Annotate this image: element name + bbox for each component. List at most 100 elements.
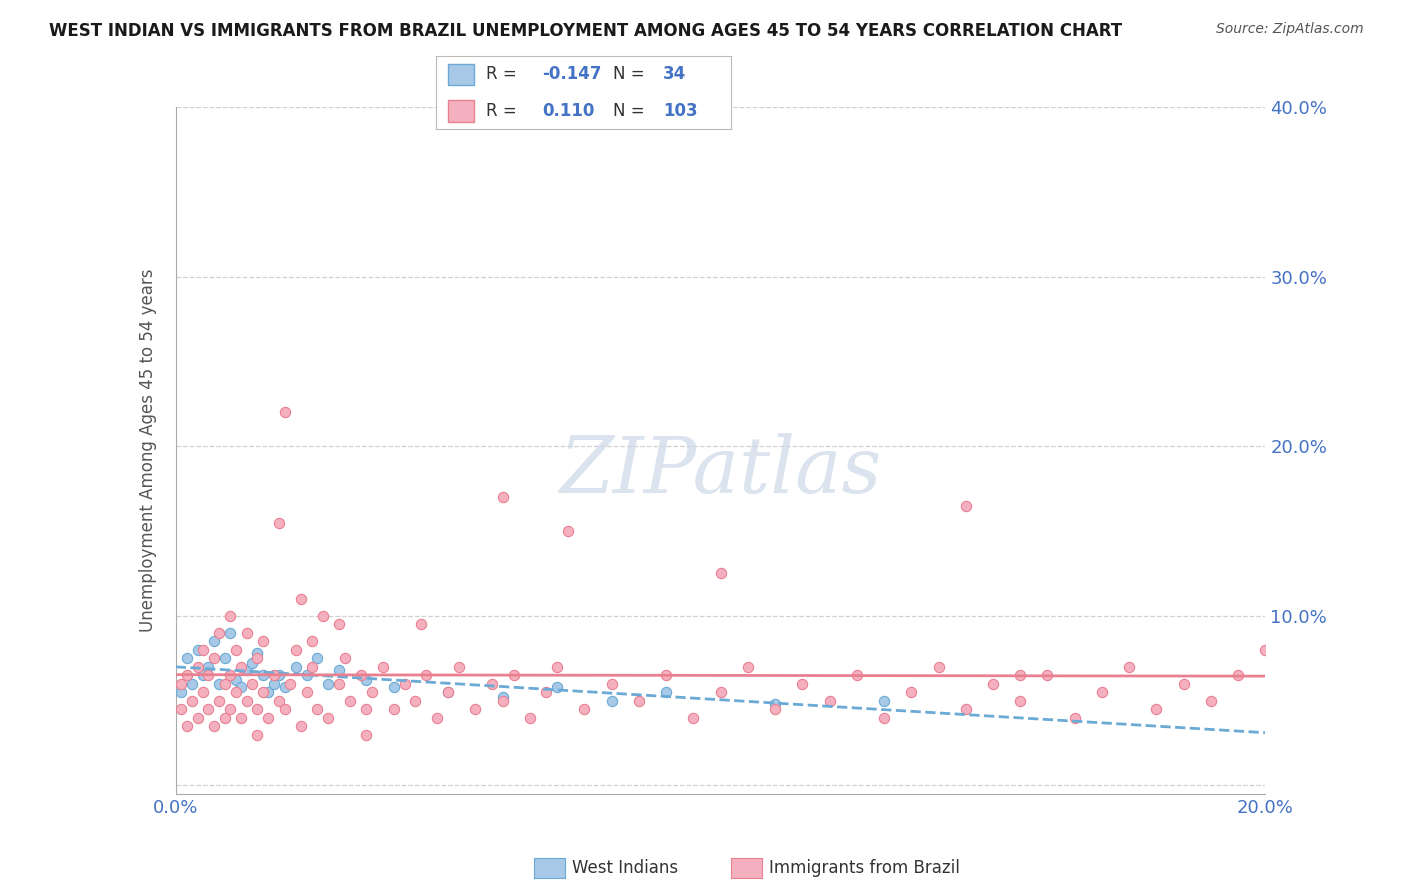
Text: Immigrants from Brazil: Immigrants from Brazil <box>769 859 960 877</box>
Text: West Indians: West Indians <box>572 859 678 877</box>
Point <box>274 680 297 694</box>
Point <box>600 693 623 707</box>
Point <box>763 702 786 716</box>
Point <box>1173 676 1195 690</box>
Point <box>290 719 312 733</box>
Point <box>405 693 427 707</box>
Point <box>928 659 950 673</box>
Point <box>873 710 896 724</box>
Point <box>176 719 198 733</box>
Point <box>231 710 253 724</box>
Point <box>356 673 378 688</box>
Point <box>546 659 568 673</box>
Point <box>900 685 922 699</box>
Point <box>231 659 253 673</box>
Point <box>301 659 323 673</box>
Point <box>176 668 198 682</box>
Point <box>318 676 340 690</box>
Point <box>333 651 356 665</box>
Point <box>181 693 204 707</box>
Point <box>208 693 231 707</box>
Point <box>208 625 231 640</box>
Text: WEST INDIAN VS IMMIGRANTS FROM BRAZIL UNEMPLOYMENT AMONG AGES 45 TO 54 YEARS COR: WEST INDIAN VS IMMIGRANTS FROM BRAZIL UN… <box>49 22 1122 40</box>
Point <box>574 702 596 716</box>
Point <box>246 646 269 660</box>
Bar <box>447 100 474 122</box>
Point <box>371 659 394 673</box>
Point <box>481 676 503 690</box>
Point <box>252 668 274 682</box>
Point <box>1254 642 1277 657</box>
Point <box>502 668 524 682</box>
Point <box>170 676 193 690</box>
Point <box>278 676 301 690</box>
Point <box>955 499 977 513</box>
Point <box>437 685 460 699</box>
Point <box>534 685 557 699</box>
Point <box>231 680 253 694</box>
Point <box>214 710 236 724</box>
Point <box>181 676 204 690</box>
Point <box>257 710 280 724</box>
Point <box>437 685 460 699</box>
Point <box>1036 668 1059 682</box>
Point <box>214 651 236 665</box>
Point <box>318 710 340 724</box>
Point <box>464 702 486 716</box>
Text: ZIPatlas: ZIPatlas <box>560 433 882 509</box>
Point <box>191 668 214 682</box>
Point <box>240 657 263 671</box>
Point <box>252 634 274 648</box>
Point <box>284 642 307 657</box>
Text: 34: 34 <box>664 65 686 84</box>
Point <box>191 642 214 657</box>
Point <box>627 693 650 707</box>
Point <box>301 634 323 648</box>
Point <box>186 659 209 673</box>
Point <box>225 642 247 657</box>
Point <box>415 668 437 682</box>
Point <box>981 676 1004 690</box>
Point <box>170 685 193 699</box>
Point <box>339 693 361 707</box>
Point <box>235 663 257 677</box>
Point <box>710 566 733 581</box>
Point <box>426 710 449 724</box>
Point <box>240 676 263 690</box>
Point <box>246 727 269 741</box>
Point <box>492 690 515 705</box>
Y-axis label: Unemployment Among Ages 45 to 54 years: Unemployment Among Ages 45 to 54 years <box>139 268 157 632</box>
Text: Source: ZipAtlas.com: Source: ZipAtlas.com <box>1216 22 1364 37</box>
Point <box>682 710 704 724</box>
Point <box>737 659 759 673</box>
Point <box>191 685 214 699</box>
Point <box>307 702 329 716</box>
Point <box>197 702 219 716</box>
Text: R =: R = <box>486 102 527 120</box>
Point <box>1091 685 1114 699</box>
Point <box>792 676 814 690</box>
Point <box>235 625 257 640</box>
Point <box>202 719 225 733</box>
Point <box>295 668 318 682</box>
Point <box>219 625 242 640</box>
Text: N =: N = <box>613 102 650 120</box>
Point <box>257 685 280 699</box>
Point <box>873 693 896 707</box>
Point <box>818 693 841 707</box>
Point <box>186 642 209 657</box>
Point <box>197 659 219 673</box>
Point <box>202 634 225 648</box>
Point <box>394 676 416 690</box>
Point <box>246 651 269 665</box>
Point <box>1010 693 1032 707</box>
Point <box>955 702 977 716</box>
Point <box>382 702 405 716</box>
Point <box>356 727 378 741</box>
Point <box>600 676 623 690</box>
Point <box>492 693 515 707</box>
Point <box>269 516 291 530</box>
Point <box>295 685 318 699</box>
Point <box>214 676 236 690</box>
Point <box>252 685 274 699</box>
